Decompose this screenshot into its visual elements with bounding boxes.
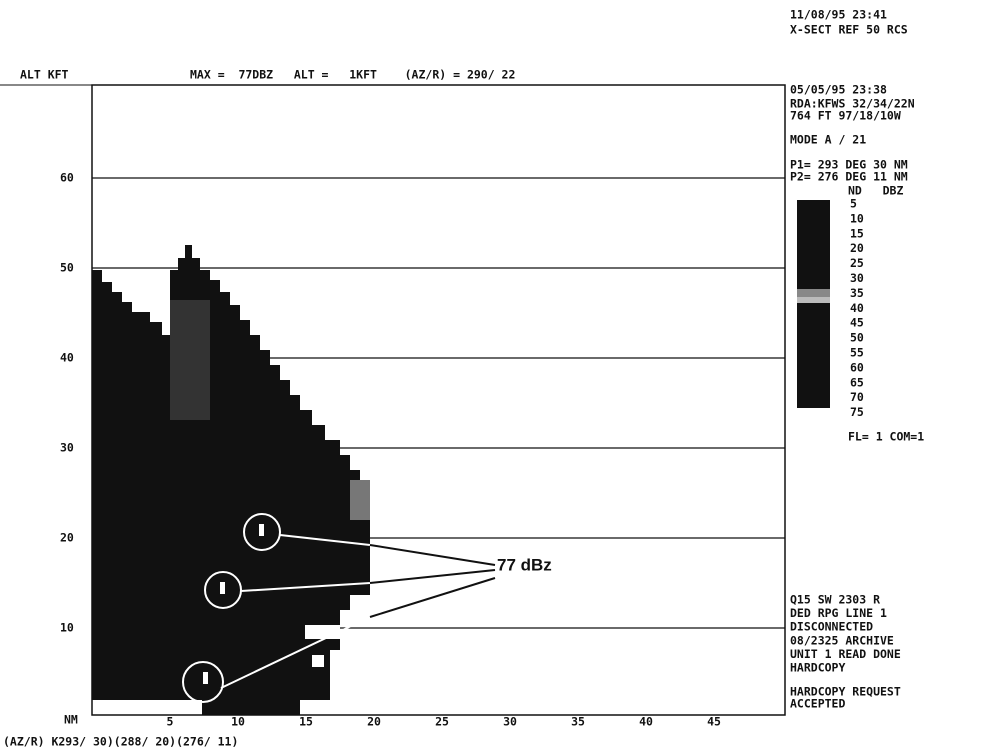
message-line: HARDCOPY REQUEST xyxy=(790,685,901,699)
gray-cells xyxy=(350,480,370,520)
legend-level: 20 xyxy=(850,241,864,255)
status-line: HARDCOPY xyxy=(790,661,845,675)
white-cells xyxy=(92,700,202,715)
legend-level: 55 xyxy=(850,346,864,360)
status-line: UNIT 1 READ DONE xyxy=(790,647,901,661)
legend-level: 5 xyxy=(850,197,857,211)
x-tick-label: 20 xyxy=(367,715,381,729)
x-tick-label: 30 xyxy=(503,715,517,729)
legend-level: 45 xyxy=(850,316,864,330)
y-tick-label: 60 xyxy=(60,171,74,185)
x-tick-label: 45 xyxy=(707,715,721,729)
info-line: 764 FT 97/18/10W xyxy=(790,109,901,123)
status-line: 08/2325 ARCHIVE xyxy=(790,633,894,647)
axis-label: ALT KFT xyxy=(20,68,69,82)
legend-footer: FL= 1 COM=1 xyxy=(848,430,924,444)
info-line: MODE A / 21 xyxy=(790,133,866,147)
legend-level: 65 xyxy=(850,375,864,389)
legend-level: 75 xyxy=(850,405,864,419)
info-line: P1= 293 DEG 30 NM xyxy=(790,158,908,172)
x-tick-label: 25 xyxy=(435,715,449,729)
summary: MAX = 77DBZ ALT = 1KFT (AZ/R) = 290/ 22 xyxy=(190,68,515,82)
y-tick-label: 50 xyxy=(60,261,74,275)
legend-level: 40 xyxy=(850,301,864,315)
white-cells xyxy=(305,625,340,639)
white-cells xyxy=(312,655,324,667)
info-line: P2= 276 DEG 11 NM xyxy=(790,170,908,184)
path-label: (AZ/R) K293/ 30)(288/ 20)(276/ 11) xyxy=(3,735,238,749)
legend-level: 30 xyxy=(850,271,864,285)
gray-cells xyxy=(170,300,210,420)
x-tick-label: 40 xyxy=(639,715,653,729)
y-tick-label: 40 xyxy=(60,351,74,365)
legend-level: 15 xyxy=(850,226,864,240)
callouts xyxy=(182,513,496,703)
legend-level: 60 xyxy=(850,360,864,374)
status-line: Q15 SW 2303 R xyxy=(790,593,880,607)
x-tick-label: 35 xyxy=(571,715,585,729)
info-line: 05/05/95 23:38 xyxy=(790,83,887,97)
date: 11/08/95 23:41 xyxy=(790,8,887,22)
annotation: 77 dBz xyxy=(497,555,552,574)
message-line: ACCEPTED xyxy=(790,697,845,711)
legend-level: 50 xyxy=(850,331,864,345)
plot-frame xyxy=(91,84,786,716)
legend-level: 10 xyxy=(850,211,864,225)
x-tick-label: 5 xyxy=(167,715,174,729)
status-line: DISCONNECTED xyxy=(790,620,873,634)
color-bar xyxy=(797,200,830,408)
y-tick-label: 10 xyxy=(60,621,74,635)
color-bar-band xyxy=(797,297,830,303)
color-bar-band xyxy=(797,289,830,297)
y-tick-label: 30 xyxy=(60,441,74,455)
x-tick-label: 10 xyxy=(231,715,245,729)
x-unit: NM xyxy=(64,713,78,727)
x-tick-label: 15 xyxy=(299,715,313,729)
legend-level: 70 xyxy=(850,390,864,404)
product: X-SECT REF 50 RCS xyxy=(790,23,908,37)
status-line: DED RPG LINE 1 xyxy=(790,606,887,620)
y-tick-label: 20 xyxy=(60,531,74,545)
legend-header: ND DBZ xyxy=(848,184,903,198)
legend-level: 25 xyxy=(850,256,864,270)
info-line: RDA:KFWS 32/34/22N xyxy=(790,97,915,111)
legend-level: 35 xyxy=(850,286,864,300)
reflectivity-area xyxy=(92,245,370,715)
